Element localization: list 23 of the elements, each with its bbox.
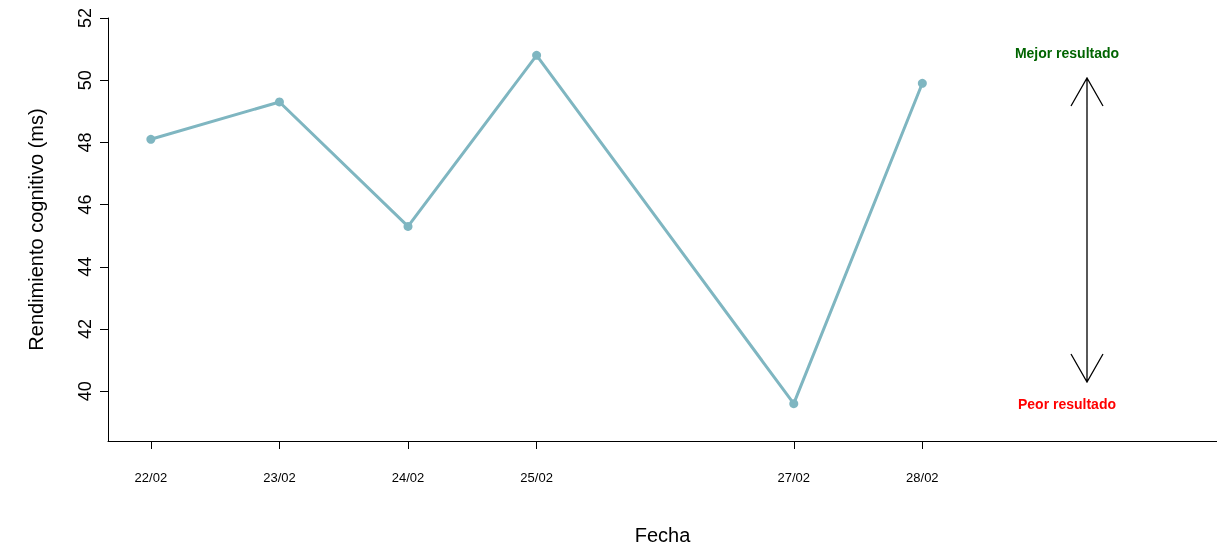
annotation: Peor resultado — [1017, 396, 1117, 412]
point — [146, 134, 156, 144]
x-tick-label: 22/02 — [134, 470, 168, 485]
point — [274, 97, 284, 107]
y-tick-label: 42 — [75, 319, 95, 340]
y-tick-label: 50 — [75, 70, 95, 91]
point — [789, 399, 799, 409]
annotation: Mejor resultado — [1014, 45, 1120, 61]
point — [917, 78, 927, 88]
y-axis-title: Rendimiento cognitivo (ms) — [25, 108, 47, 351]
y-tick-label: 44 — [75, 256, 95, 277]
point — [532, 50, 542, 60]
y-tick-label: 46 — [75, 194, 95, 215]
x-tick-label: 28/02 — [906, 470, 939, 485]
y-tick-label: 40 — [75, 381, 95, 402]
y-tick-label: 48 — [75, 132, 95, 153]
point — [403, 221, 413, 231]
x-axis-title: Fecha — [634, 524, 692, 546]
x-tick-label: 25/02 — [520, 470, 553, 485]
x-tick-label: 24/02 — [391, 470, 425, 485]
x-tick-label: 23/02 — [263, 470, 296, 485]
x-tick-label: 27/02 — [777, 470, 811, 485]
y-tick-label: 52 — [75, 7, 95, 29]
